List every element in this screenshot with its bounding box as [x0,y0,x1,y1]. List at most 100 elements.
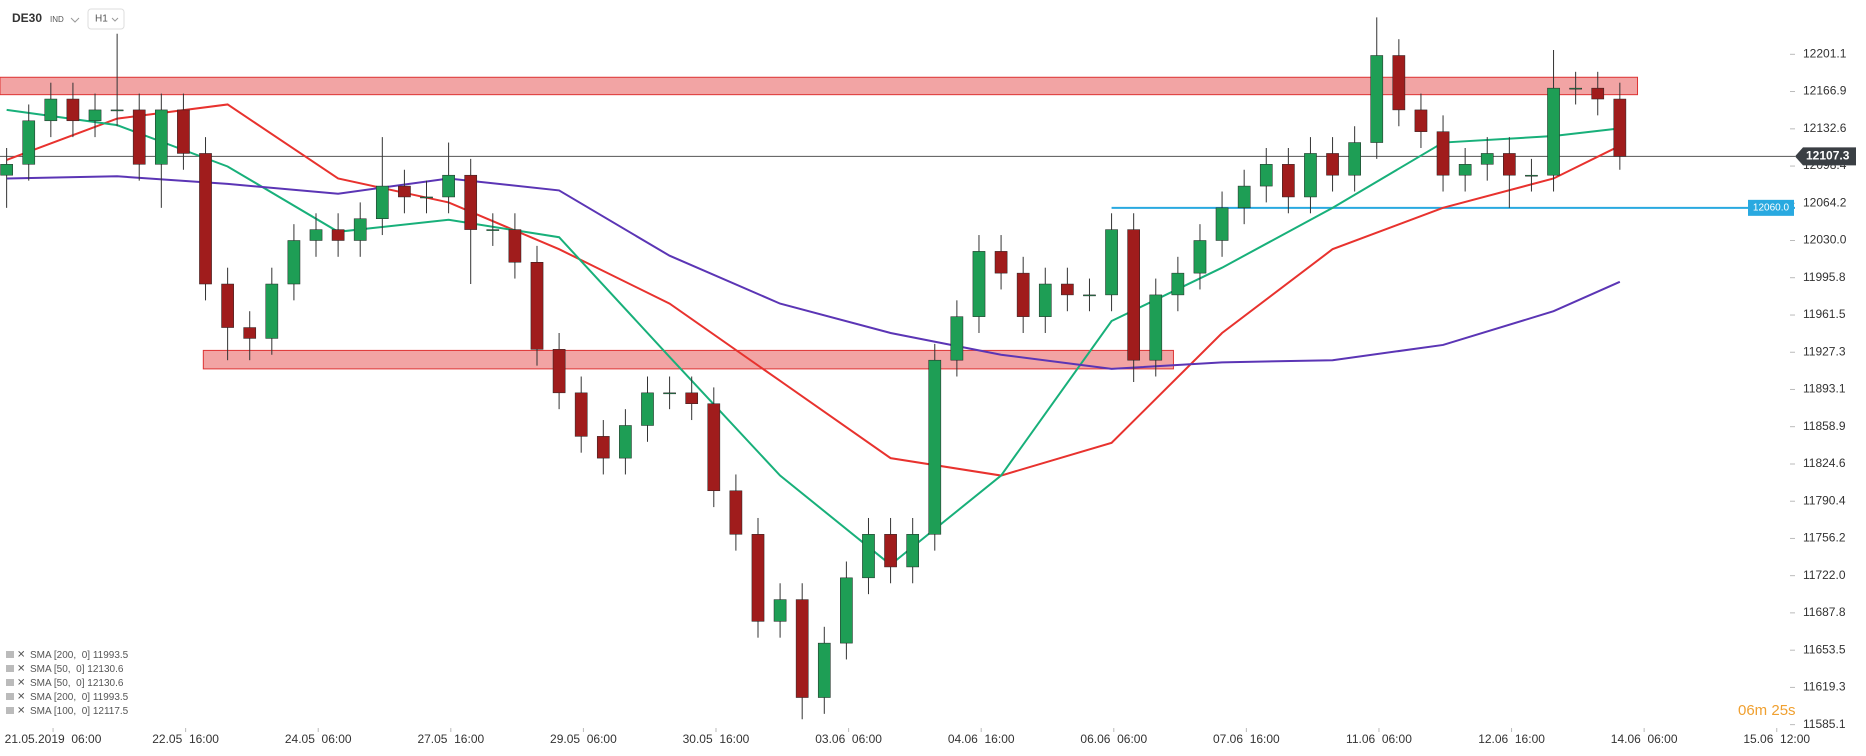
candle-body [1171,272,1185,296]
y-tick-label: 12201.1 [1803,46,1847,60]
candle-body [1569,87,1582,90]
candle-body [1193,240,1207,274]
candle-body [840,577,853,644]
candle-body [353,218,367,241]
candle-body [1105,229,1118,296]
level-label-box [1748,199,1794,216]
candle-body [66,98,80,122]
legend-close[interactable]: ✕ [17,678,25,689]
candle-body [663,392,676,395]
x-tick-label: 29.05 06:00 [550,732,617,746]
candle-body [464,174,478,230]
legend-value: 12117.5 [93,706,129,717]
y-tick-label: 12030.0 [1803,233,1847,247]
x-tick-label: 11.06 06:00 [1346,732,1412,746]
candle-body [707,403,721,492]
legend-icon [6,651,14,658]
candle-body [884,534,897,568]
x-tick-label: 21.05.2019 06:00 [5,732,102,746]
candle-body [1259,164,1273,187]
legend-entry: SMA [200, 0] 11993.5 [30,692,129,703]
header: DE30 IND H1 [12,8,125,30]
legend-close[interactable]: ✕ [17,706,25,717]
candle-body [950,316,964,361]
candle-body [243,327,257,339]
y-tick-label: 11722.0 [1803,568,1846,582]
legend-entry: SMA [100, 0] 12117.5 [30,706,129,717]
candle-body [1127,229,1140,361]
x-tick-label: 27.05 16:00 [417,732,484,746]
countdown: 06m 25s [1738,702,1796,719]
legend-icon [6,693,14,700]
candle-body [1326,153,1339,176]
candle-body [199,153,212,285]
x-tick-label: 22.05 16:00 [152,732,219,746]
candle-body [442,174,455,198]
sma-line [6,103,1621,477]
sma-line [6,175,1621,370]
level-label: 12060.0 [1753,202,1790,213]
candle-body [221,283,234,328]
candle-body [508,229,522,263]
candle-body [1237,185,1251,209]
candle-body [1525,174,1538,177]
candle-body [1215,207,1229,241]
candle-body [795,599,809,698]
candle-body [1613,98,1627,157]
candle-body [22,120,36,165]
candle-body [530,262,544,350]
candle-body [44,98,58,122]
x-tick-label: 24.05 06:00 [285,732,352,746]
y-tick-label: 11824.6 [1803,456,1846,470]
y-tick-label: 12132.6 [1803,121,1847,135]
candle-body [1458,164,1472,176]
legend-value: 11993.5 [93,692,129,703]
legend-label: SMA [200, 0] [30,692,90,703]
candle-body [1436,131,1450,176]
legend-icon [6,665,14,672]
candle-body [1282,164,1295,198]
candle-body [1503,153,1516,176]
legend-close[interactable]: ✕ [17,692,25,703]
legend-icon [6,679,14,686]
candle-body [1392,55,1406,111]
y-tick-label: 11687.8 [1803,605,1846,619]
dropdown-arrow[interactable] [70,17,80,23]
candle-body [906,534,920,568]
y-tick-label: 11858.9 [1803,419,1846,433]
candle-body [265,283,279,339]
candle-body [177,109,190,154]
legend-label: SMA [50, 0] [30,678,85,689]
x-tick-label: 12.06 16:00 [1478,732,1545,746]
timeframe[interactable]: H1 [95,14,108,25]
candle-body [619,425,632,459]
legend-close[interactable]: ✕ [17,650,25,661]
symbol[interactable]: DE30 [12,11,42,25]
market: IND [50,15,64,24]
y-tick-label: 11927.3 [1803,344,1846,358]
y-tick-label: 12166.9 [1803,84,1847,98]
y-tick-label: 11619.3 [1803,680,1846,694]
candle-body [287,240,301,285]
legend-close[interactable]: ✕ [17,664,25,675]
candle-body [1038,283,1052,317]
candle-body [110,109,124,112]
last-price-badge [1795,147,1856,166]
y-tick-label: 11756.2 [1803,531,1846,545]
legend-entry: SMA [50, 0] 12130.6 [30,664,124,675]
timeframe-box[interactable] [87,8,125,30]
candle-body [685,392,699,404]
dropdown-arrow[interactable] [111,17,119,22]
legend-label: SMA [100, 0] [30,706,90,717]
x-tick-label: 03.06 06:00 [815,732,882,746]
resistance-zone [0,76,1639,96]
x-tick-label: 30.05 16:00 [683,732,750,746]
sma-line [6,108,1620,567]
last-price-label: 12107.3 [1806,149,1850,163]
candle-body [88,109,102,122]
candle-body [1414,109,1428,132]
candle-body [862,534,875,579]
candle-body [1480,153,1494,165]
